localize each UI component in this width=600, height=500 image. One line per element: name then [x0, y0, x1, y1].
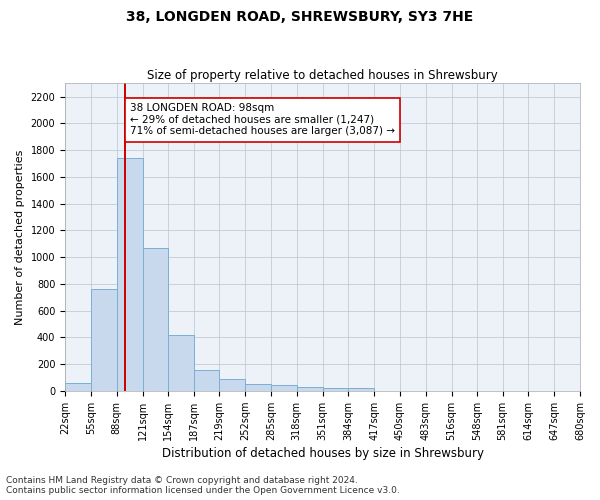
Y-axis label: Number of detached properties: Number of detached properties [15, 150, 25, 324]
Bar [296, 387, 323, 391]
Bar [116, 158, 143, 391]
Text: 38, LONGDEN ROAD, SHREWSBURY, SY3 7HE: 38, LONGDEN ROAD, SHREWSBURY, SY3 7HE [127, 10, 473, 24]
Text: 38 LONGDEN ROAD: 98sqm
← 29% of detached houses are smaller (1,247)
71% of semi-: 38 LONGDEN ROAD: 98sqm ← 29% of detached… [130, 103, 395, 136]
Bar [271, 386, 296, 391]
X-axis label: Distribution of detached houses by size in Shrewsbury: Distribution of detached houses by size … [161, 447, 484, 460]
Bar [349, 388, 374, 391]
Bar [143, 248, 169, 391]
Text: Contains HM Land Registry data © Crown copyright and database right 2024.
Contai: Contains HM Land Registry data © Crown c… [6, 476, 400, 495]
Bar [169, 334, 194, 391]
Bar [219, 380, 245, 391]
Bar [65, 384, 91, 391]
Title: Size of property relative to detached houses in Shrewsbury: Size of property relative to detached ho… [147, 69, 498, 82]
Bar [194, 370, 219, 391]
Bar [323, 388, 349, 391]
Bar [91, 289, 116, 391]
Bar [245, 384, 271, 391]
